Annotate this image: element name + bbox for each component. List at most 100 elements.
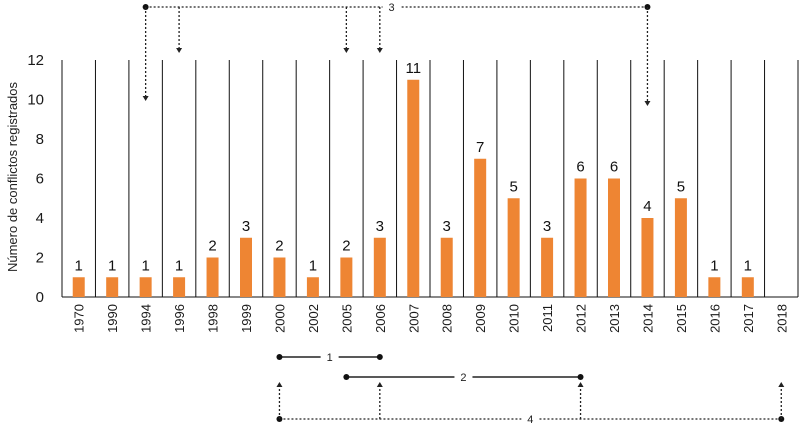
bar xyxy=(106,277,119,297)
bar xyxy=(708,277,721,297)
y-tick-label: 6 xyxy=(36,171,44,188)
bar xyxy=(608,178,620,297)
data-label: 5 xyxy=(677,178,685,195)
arrow-head xyxy=(376,382,383,387)
y-axis-label: Número de conflictos registrados xyxy=(5,81,20,272)
bar xyxy=(574,178,587,297)
category-separators xyxy=(61,60,799,298)
arrow-head xyxy=(343,48,350,53)
x-tick-label: 2008 xyxy=(440,304,455,333)
bar xyxy=(541,237,554,297)
arrow-head xyxy=(142,96,149,101)
bar xyxy=(173,277,186,297)
x-tick-label: 2009 xyxy=(473,304,488,333)
y-tick-label: 4 xyxy=(36,210,44,227)
bar xyxy=(206,257,219,297)
bars xyxy=(72,79,754,297)
bar xyxy=(507,198,520,297)
x-tick-label: 2002 xyxy=(306,304,321,333)
bar xyxy=(306,277,319,297)
y-tick-label: 12 xyxy=(27,52,44,69)
data-label: 2 xyxy=(275,238,283,255)
data-label: 1 xyxy=(710,257,718,274)
x-tick-label: 2006 xyxy=(373,304,388,333)
bar xyxy=(674,198,687,297)
x-tick-label: 2007 xyxy=(406,304,421,333)
y-tick-label: 10 xyxy=(27,92,44,109)
data-label: 1 xyxy=(108,257,116,274)
x-tick-label: 2010 xyxy=(507,304,522,333)
bar xyxy=(407,79,420,297)
data-label: 3 xyxy=(242,218,250,235)
data-label: 3 xyxy=(543,218,551,235)
data-label: 1 xyxy=(75,257,83,274)
bar xyxy=(139,277,152,297)
x-tick-label: 2005 xyxy=(339,304,354,333)
label-gap xyxy=(454,369,473,385)
x-tick-label: 2017 xyxy=(741,304,756,333)
data-label: 1 xyxy=(309,257,317,274)
annotation-label: 3 xyxy=(388,2,394,14)
x-tick-label: 2016 xyxy=(707,304,722,333)
bar xyxy=(474,158,487,297)
data-label: 1 xyxy=(175,257,183,274)
data-label: 1 xyxy=(744,257,752,274)
label-gap xyxy=(382,0,401,15)
data-label: 2 xyxy=(208,238,216,255)
x-tick-label: 2014 xyxy=(640,304,655,333)
arrow-head xyxy=(577,382,584,387)
data-label: 3 xyxy=(376,218,384,235)
y-tick-label: 0 xyxy=(36,289,44,306)
endpoint-dot xyxy=(276,354,283,360)
x-tick-label: 1999 xyxy=(239,304,254,333)
x-tick-label: 2000 xyxy=(272,304,287,333)
y-tick-label: 8 xyxy=(36,131,44,148)
bar xyxy=(240,237,252,297)
x-tick-label: 2015 xyxy=(674,304,689,333)
data-label: 1 xyxy=(141,257,149,274)
data-label: 6 xyxy=(576,159,584,176)
x-tick-label: 1996 xyxy=(172,304,187,333)
endpoint-dot xyxy=(343,374,350,380)
x-tick-label: 2013 xyxy=(607,304,622,333)
bar xyxy=(440,237,453,297)
data-label: 7 xyxy=(476,139,484,156)
endpoint-dot xyxy=(577,374,584,380)
data-label: 11 xyxy=(405,60,421,77)
arrow-head xyxy=(176,48,183,53)
x-tick-label: 2018 xyxy=(774,304,789,333)
endpoint-dot xyxy=(376,354,383,360)
annotation-label: 2 xyxy=(460,372,466,384)
data-label: 6 xyxy=(610,159,618,176)
data-label: 2 xyxy=(342,238,350,255)
data-label: 3 xyxy=(443,218,451,235)
x-tick-label: 1994 xyxy=(139,304,154,333)
annotations: 3 1 2 4 xyxy=(142,0,785,427)
x-tick-label: 2012 xyxy=(574,304,589,333)
label-gap xyxy=(521,411,540,427)
bar xyxy=(641,218,654,297)
x-tick-label: 1990 xyxy=(105,304,120,333)
annotation-label: 1 xyxy=(327,352,333,364)
arrow-head xyxy=(276,382,283,387)
annotation-label: 4 xyxy=(527,414,533,426)
data-label: 5 xyxy=(509,178,517,195)
x-axis-ticks: 1970 1990 1994 1996 1998 1999 2000 2002 2005 2006… xyxy=(72,304,790,333)
arrow-head xyxy=(778,382,785,387)
data-label: 4 xyxy=(643,198,651,215)
bar xyxy=(373,237,386,297)
y-tick-label: 2 xyxy=(36,250,44,267)
bar xyxy=(72,277,85,297)
bar xyxy=(273,257,286,297)
y-axis-ticks: 0 2 4 6 8 10 12 xyxy=(27,52,44,306)
x-tick-label: 1970 xyxy=(72,304,87,333)
arrow-head xyxy=(376,48,383,53)
bar xyxy=(340,257,353,297)
arrow-head xyxy=(644,101,651,106)
label-gap xyxy=(320,349,339,365)
x-tick-label: 2011 xyxy=(540,304,555,332)
bar xyxy=(741,277,754,297)
x-tick-label: 1998 xyxy=(206,304,221,333)
